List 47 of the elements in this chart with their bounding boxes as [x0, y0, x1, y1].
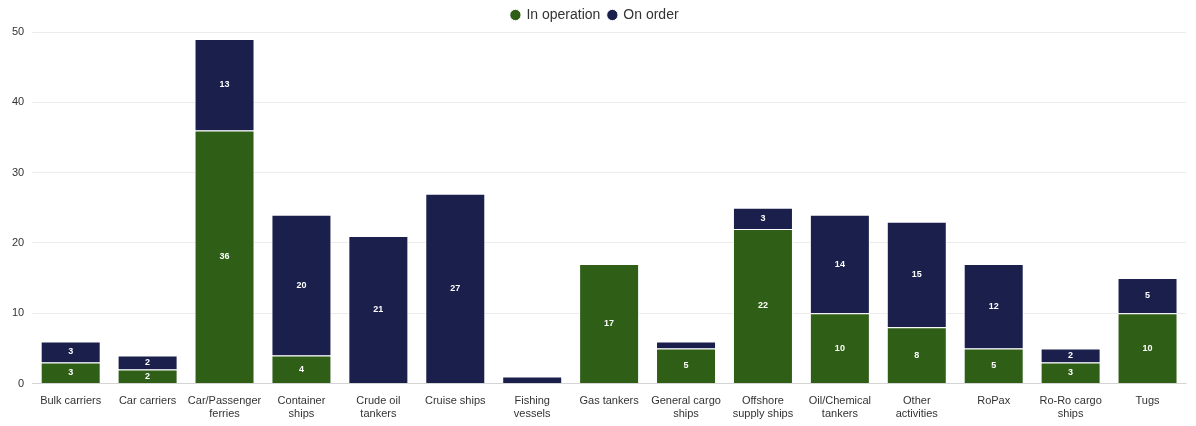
data-label: 8 — [914, 349, 920, 360]
y-tick-label: 40 — [11, 95, 25, 108]
x-tick-label: Tugs — [1135, 394, 1161, 407]
x-tick-label: Cruise ships — [425, 394, 487, 407]
data-label: 15 — [911, 269, 922, 280]
data-label: 10 — [1142, 342, 1153, 353]
data-label: 36 — [219, 251, 230, 262]
y-tick-label: 30 — [11, 165, 25, 178]
data-label: 3 — [68, 367, 74, 378]
x-tick-label: Container ships — [277, 394, 326, 420]
data-label: 22 — [757, 300, 768, 311]
legend-label: On order — [623, 5, 679, 22]
data-label: 5 — [1145, 290, 1151, 301]
x-tick-label: Oil/Chemical tankers — [808, 394, 872, 420]
x-tick-label: Car carriers — [118, 394, 177, 407]
x-tick-label: RoPax — [977, 394, 1011, 407]
data-label: 13 — [219, 79, 230, 90]
x-tick-label: Bulk carriers — [40, 394, 102, 407]
x-tick-label: Fishing vessels — [513, 394, 552, 420]
legend-label: In operation — [526, 5, 601, 22]
y-tick-label: 0 — [18, 376, 25, 389]
data-label: 4 — [298, 363, 304, 374]
x-tick-label: Crude oil tankers — [356, 394, 401, 420]
x-tick-label: Other activities — [895, 394, 939, 420]
data-label: 2 — [1068, 349, 1074, 360]
x-tick-label: Gas tankers — [579, 394, 640, 407]
data-label: 3 — [760, 212, 766, 223]
data-label: 3 — [1068, 367, 1074, 378]
data-label: 5 — [991, 360, 997, 371]
data-label: 17 — [604, 318, 615, 329]
data-label: 12 — [988, 300, 999, 311]
data-label: 27 — [450, 282, 461, 293]
y-tick-label: 10 — [11, 306, 25, 319]
data-label: 3 — [68, 346, 74, 357]
data-label: 2 — [145, 370, 151, 381]
y-tick-label: 50 — [11, 25, 25, 38]
x-tick-label: General cargo ships — [651, 394, 721, 420]
x-tick-label: Car/Passenger ferries — [187, 394, 262, 420]
data-label: 21 — [373, 304, 384, 314]
x-tick-label: Offshore supply ships — [732, 394, 794, 420]
data-label: 10 — [834, 342, 845, 353]
data-label: 2 — [145, 356, 151, 367]
data-label: 5 — [683, 360, 689, 371]
data-label: 20 — [296, 279, 307, 290]
data-label: 14 — [834, 258, 845, 269]
y-tick-label: 20 — [11, 235, 25, 248]
x-tick-label: Ro-Ro cargo ships — [1039, 394, 1102, 420]
